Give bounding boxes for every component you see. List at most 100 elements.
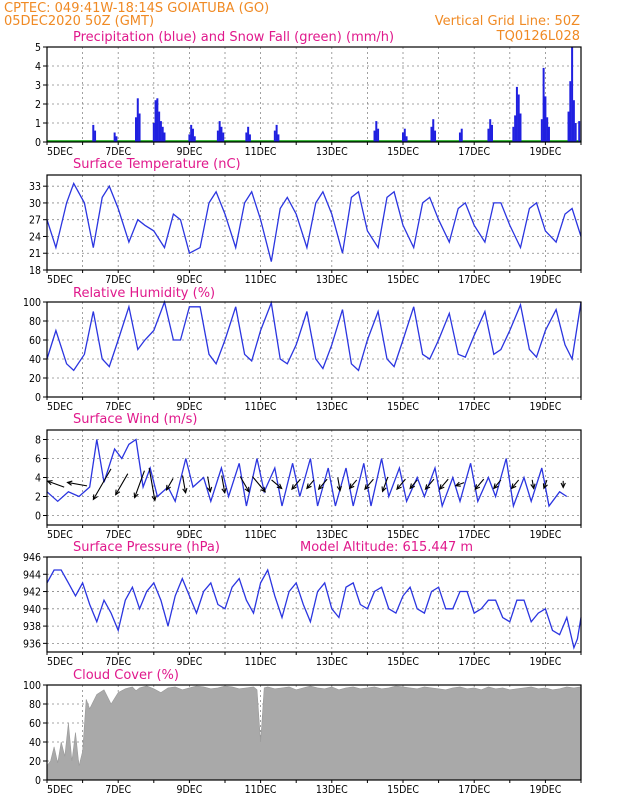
wind-xtick-label: 9DEC: [176, 529, 202, 541]
precip-bar: [158, 111, 161, 142]
pressure-ytick-label: 936: [23, 638, 41, 650]
cloud-xtick-label: 5DEC: [47, 784, 73, 796]
pressure-ytick-label: 938: [23, 621, 41, 633]
header-model: TQ0126L028: [496, 29, 580, 44]
precip-bar: [377, 128, 380, 142]
humidity-ytick-label: 0: [35, 392, 41, 404]
wind-xtick-label: 15DEC: [387, 529, 419, 541]
pressure-xtick-label: 11DEC: [245, 656, 277, 668]
wind-arrows: [46, 467, 566, 502]
wind-arrow: [252, 476, 266, 493]
temperature-xtick-label: 19DEC: [529, 274, 561, 286]
pressure-xtick-label: 15DEC: [387, 656, 419, 668]
precip-bar: [92, 124, 95, 142]
wind-arrow: [425, 478, 435, 490]
pressure-frame: [46, 556, 582, 653]
precip-bar: [220, 126, 223, 142]
precip-bar: [487, 128, 490, 142]
humidity-frame: [46, 301, 582, 398]
cloud-xtick-label: 7DEC: [105, 784, 131, 796]
wind-arrow-head: [348, 483, 355, 490]
wind-ytick-label: 8: [35, 435, 41, 447]
humidity-ytick-label: 60: [29, 335, 41, 347]
wind-arrow-head: [396, 484, 402, 491]
humidity-xtick-label: 17DEC: [458, 401, 490, 413]
cloud-xtick-label: 13DEC: [316, 784, 348, 796]
wind-arrow: [455, 482, 465, 487]
wind-arrow: [291, 478, 301, 490]
wind-arrow-head: [260, 486, 266, 493]
temperature-ytick-label: 24: [29, 231, 41, 243]
wind-arrow: [337, 477, 341, 491]
header-location: CPTEC: 049:41W-18:14S GOIATUBA (GO): [4, 1, 269, 16]
wind-arrow-head: [336, 485, 342, 492]
wind-arrow-head: [276, 483, 283, 490]
precip-bar: [135, 117, 137, 142]
wind-arrow-head: [182, 487, 188, 495]
temperature-xtick-label: 9DEC: [176, 274, 202, 286]
temperature-title: Surface Temperature (nC): [73, 157, 241, 172]
wind-title: Surface Wind (m/s): [73, 412, 197, 427]
cloud-xtick-label: 19DEC: [529, 784, 561, 796]
precip-ytick-label: 4: [35, 61, 41, 73]
humidity-xtick-label: 11DEC: [245, 401, 277, 413]
wind-arrow: [92, 468, 112, 500]
humidity-ytick-label: 100: [23, 297, 41, 309]
humidity-xtick-label: 5DEC: [47, 401, 73, 413]
precip-ytick-label: 2: [35, 99, 41, 111]
precip-bar: [489, 119, 492, 142]
precip-bar: [115, 136, 118, 142]
wind-xtick-label: 5DEC: [47, 529, 73, 541]
precip-bar: [430, 126, 433, 142]
wind-arrow: [396, 478, 406, 490]
temperature-xtick-label: 11DEC: [245, 274, 277, 286]
humidity-xtick-label: 19DEC: [529, 401, 561, 413]
header-date: 05DEC2020 50Z (GMT): [4, 14, 154, 29]
temperature-xtick-label: 15DEC: [387, 274, 419, 286]
wind-arrow: [531, 479, 535, 489]
cloud-ytick-label: 0: [35, 775, 41, 787]
wind-ytick-label: 0: [35, 511, 41, 523]
cloud-ytick-label: 20: [29, 756, 41, 768]
wind-arrow-head: [221, 487, 227, 495]
humidity-ytick-label: 40: [29, 354, 41, 366]
wind-xtick-label: 19DEC: [529, 529, 561, 541]
model-altitude: Model Altitude: 615.447 m: [300, 540, 473, 555]
wind-arrow-head: [165, 484, 171, 491]
wind-arrow-head: [381, 486, 387, 493]
wind-arrow-head: [560, 482, 566, 489]
precip-xtick-label: 13DEC: [316, 146, 348, 158]
precip-bar: [138, 113, 141, 142]
precip-bar: [403, 128, 406, 142]
wind-arrow: [239, 476, 250, 493]
wind-arrow-head: [244, 486, 250, 493]
wind-arrow: [115, 473, 129, 495]
precip-bar: [193, 136, 196, 142]
pressure-xtick-label: 9DEC: [176, 656, 202, 668]
wind-xtick-label: 13DEC: [316, 529, 348, 541]
cloud-xtick-label: 15DEC: [387, 784, 419, 796]
precip-bar: [222, 132, 225, 142]
cloud-cover-title: Cloud Cover (%): [73, 668, 179, 683]
precip-bar: [113, 132, 116, 142]
temperature-xtick-label: 5DEC: [47, 274, 73, 286]
precip-bar: [519, 113, 522, 142]
wind-arrow-head: [151, 495, 157, 502]
precip-bar: [514, 115, 517, 142]
precip-bar: [375, 121, 378, 142]
precip-bar: [191, 128, 194, 142]
precip-bar: [218, 121, 221, 142]
wind-arrow: [67, 481, 88, 487]
precip-bar: [247, 126, 250, 142]
humidity-ytick-label: 80: [29, 316, 41, 328]
precip-bar: [245, 132, 248, 142]
precip-bar: [458, 132, 461, 142]
cloud-xtick-label: 17DEC: [458, 784, 490, 796]
precip-ytick-label: 5: [35, 42, 41, 54]
precip-bar: [156, 98, 159, 142]
precip-bar: [163, 132, 166, 142]
humidity-xtick-label: 9DEC: [176, 401, 202, 413]
precip-title: Precipitation (blue) and Snow Fall (gree…: [73, 30, 394, 45]
temperature-xtick-label: 7DEC: [105, 274, 131, 286]
